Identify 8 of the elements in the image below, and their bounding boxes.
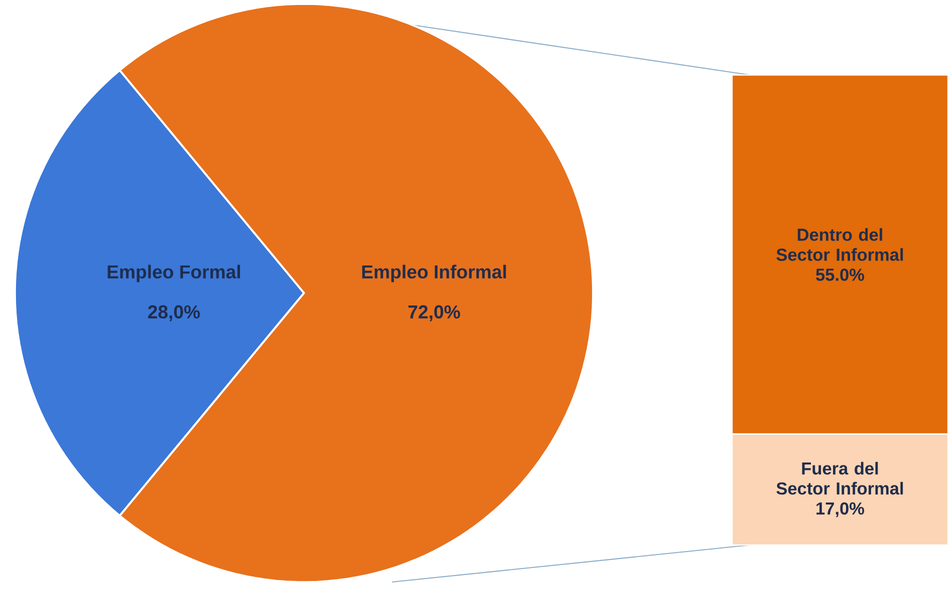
data-label: 55.0% xyxy=(816,268,864,281)
series-label: Dentro del Sector Informal xyxy=(776,228,903,261)
data-label: 17,0% xyxy=(816,502,864,518)
slice-label: Empleo Informal xyxy=(362,264,506,282)
data-label: 72,0% xyxy=(408,305,460,322)
slice-label: Empleo Formal xyxy=(108,264,240,282)
series-label: Fuera del Sector Informal xyxy=(776,462,903,495)
data-label: 28,0% xyxy=(148,305,200,322)
